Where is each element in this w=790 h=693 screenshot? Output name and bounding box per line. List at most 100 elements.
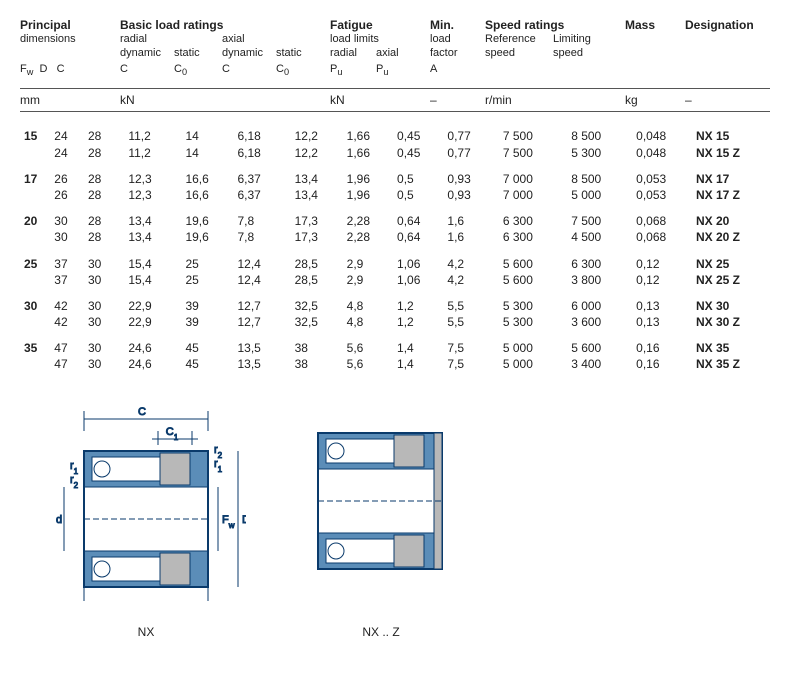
cell: 0,93 xyxy=(443,187,498,203)
cell: 45 xyxy=(181,356,233,372)
label-nxz: NX .. Z xyxy=(306,625,456,639)
cell: 0,45 xyxy=(393,118,443,144)
cell: 30 xyxy=(84,330,124,356)
cell: 28 xyxy=(84,203,124,229)
cell: 12,2 xyxy=(291,118,343,144)
cell: 0,16 xyxy=(632,356,692,372)
table-row: 25373015,42512,428,52,91,064,25 6006 300… xyxy=(20,246,770,272)
cell: 28,5 xyxy=(291,272,343,288)
cell: 24,6 xyxy=(124,330,181,356)
cell xyxy=(20,356,50,372)
cell: 25 xyxy=(181,246,233,272)
cell: 6,37 xyxy=(234,187,291,203)
cell: 30 xyxy=(20,288,50,314)
hdr-des: Designation xyxy=(685,18,770,78)
cell: 42 xyxy=(50,288,84,314)
cell: 17 xyxy=(20,161,50,187)
cell: 5 000 xyxy=(499,330,567,356)
cell: 19,6 xyxy=(181,203,233,229)
cell: 1,96 xyxy=(343,187,393,203)
cell: 7,8 xyxy=(234,203,291,229)
cell: 30 xyxy=(84,246,124,272)
cell: 12,4 xyxy=(234,272,291,288)
cell: 1,06 xyxy=(393,246,443,272)
cell: 24 xyxy=(50,145,84,161)
cell: 30 xyxy=(84,272,124,288)
cell: NX 30 xyxy=(692,288,770,314)
cell xyxy=(20,272,50,288)
svg-text:C: C xyxy=(138,406,146,418)
cell: 22,9 xyxy=(124,288,181,314)
cell: 1,2 xyxy=(393,314,443,330)
cell: 0,12 xyxy=(632,246,692,272)
cell: 32,5 xyxy=(291,288,343,314)
cell: 6,37 xyxy=(234,161,291,187)
cell: NX 30 Z xyxy=(692,314,770,330)
svg-text:r2: r2 xyxy=(70,474,79,490)
cell: NX 35 xyxy=(692,330,770,356)
cell: 0,5 xyxy=(393,187,443,203)
cell: 16,6 xyxy=(181,161,233,187)
cell: 1,66 xyxy=(343,118,393,144)
cell: 42 xyxy=(50,314,84,330)
table-row: 15242811,2146,1812,21,660,450,777 5008 5… xyxy=(20,118,770,144)
cell: 13,4 xyxy=(291,161,343,187)
cell: 13,4 xyxy=(124,229,181,245)
hdr-principal: Principal dimensions Fw D C xyxy=(20,18,120,78)
hdr-mass: Mass xyxy=(625,18,685,78)
cell: 12,7 xyxy=(234,314,291,330)
cell: 28 xyxy=(84,118,124,144)
cell: 6,18 xyxy=(234,145,291,161)
cell: 2,9 xyxy=(343,272,393,288)
cell: 1,06 xyxy=(393,272,443,288)
cell: 17,3 xyxy=(291,203,343,229)
hdr-fatigue: Fatigue load limits radialaxial PuPu xyxy=(330,18,430,78)
cell: 19,6 xyxy=(181,229,233,245)
cell: 30 xyxy=(84,356,124,372)
cell: 28 xyxy=(84,187,124,203)
cell: 25 xyxy=(20,246,50,272)
cell: 1,4 xyxy=(393,330,443,356)
cell: 1,6 xyxy=(443,203,498,229)
cell: 5 300 xyxy=(567,145,632,161)
cell: 2,28 xyxy=(343,203,393,229)
cell: 7,5 xyxy=(443,330,498,356)
cell: NX 20 Z xyxy=(692,229,770,245)
cell: 28,5 xyxy=(291,246,343,272)
table-row: 302813,419,67,817,32,280,641,66 3004 500… xyxy=(20,229,770,245)
cell: 5,6 xyxy=(343,356,393,372)
cell: 0,77 xyxy=(443,145,498,161)
cell: 3 400 xyxy=(567,356,632,372)
cell: 0,12 xyxy=(632,272,692,288)
cell xyxy=(20,145,50,161)
table-row: 35473024,64513,5385,61,47,55 0005 6000,1… xyxy=(20,330,770,356)
cell: 6 000 xyxy=(567,288,632,314)
cell: 35 xyxy=(20,330,50,356)
cell: 4,8 xyxy=(343,314,393,330)
cell: 0,45 xyxy=(393,145,443,161)
cell: 4,8 xyxy=(343,288,393,314)
cell: 7,5 xyxy=(443,356,498,372)
header-row: Principal dimensions Fw D C Basic load r… xyxy=(20,18,770,78)
cell: NX 17 Z xyxy=(692,187,770,203)
cell: 32,5 xyxy=(291,314,343,330)
cell: 12,2 xyxy=(291,145,343,161)
table-row: 373015,42512,428,52,91,064,25 6003 8000,… xyxy=(20,272,770,288)
cell: 7,8 xyxy=(234,229,291,245)
cell: 7 500 xyxy=(499,118,567,144)
cell: 5 300 xyxy=(499,314,567,330)
cell: 8 500 xyxy=(567,118,632,144)
cell xyxy=(20,187,50,203)
cell: 26 xyxy=(50,161,84,187)
table-row: 20302813,419,67,817,32,280,641,66 3007 5… xyxy=(20,203,770,229)
cell: 37 xyxy=(50,272,84,288)
cell: 5,6 xyxy=(343,330,393,356)
cell: 30 xyxy=(50,203,84,229)
cell: 30 xyxy=(50,229,84,245)
cell: 6 300 xyxy=(499,229,567,245)
table-row: 30423022,93912,732,54,81,25,55 3006 0000… xyxy=(20,288,770,314)
cell: 0,048 xyxy=(632,145,692,161)
cell: 0,64 xyxy=(393,229,443,245)
cell: NX 20 xyxy=(692,203,770,229)
cell: 0,053 xyxy=(632,161,692,187)
